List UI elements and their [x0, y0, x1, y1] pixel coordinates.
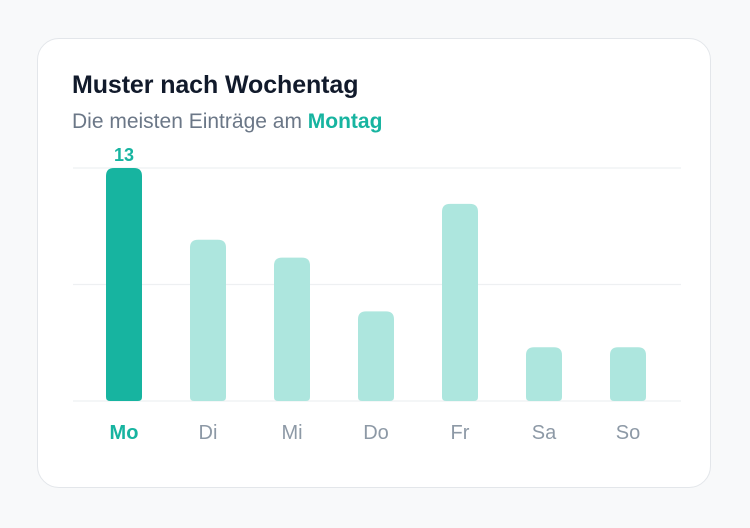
x-label-mo: Mo: [110, 422, 139, 444]
subtitle-highlight-day: Montag: [307, 110, 383, 133]
bar-so: [610, 347, 646, 401]
x-label-di: Di: [199, 422, 218, 444]
bar-sa: [526, 347, 562, 401]
card-subtitle: Die meisten Einträge am Montag: [72, 110, 382, 134]
subtitle-prefix: Die meisten Einträge am: [72, 110, 308, 133]
bar-do: [358, 311, 394, 401]
x-label-mi: Mi: [281, 422, 302, 444]
x-label-do: Do: [363, 422, 389, 444]
x-label-fr: Fr: [451, 422, 470, 444]
bar-mi: [274, 257, 310, 401]
value-label-mo: 13: [114, 145, 134, 165]
x-label-sa: Sa: [532, 422, 557, 444]
chart-card: Muster nach Wochentag Die meisten Einträ…: [37, 38, 711, 488]
bar-mo: [106, 168, 142, 401]
bar-fr: [442, 203, 478, 401]
x-label-so: So: [616, 422, 640, 444]
weekday-bar-chart: Mo 13 Di Mi Do Fr Sa So: [73, 145, 681, 444]
card-title: Muster nach Wochentag: [72, 71, 359, 99]
bar-di: [190, 239, 226, 401]
